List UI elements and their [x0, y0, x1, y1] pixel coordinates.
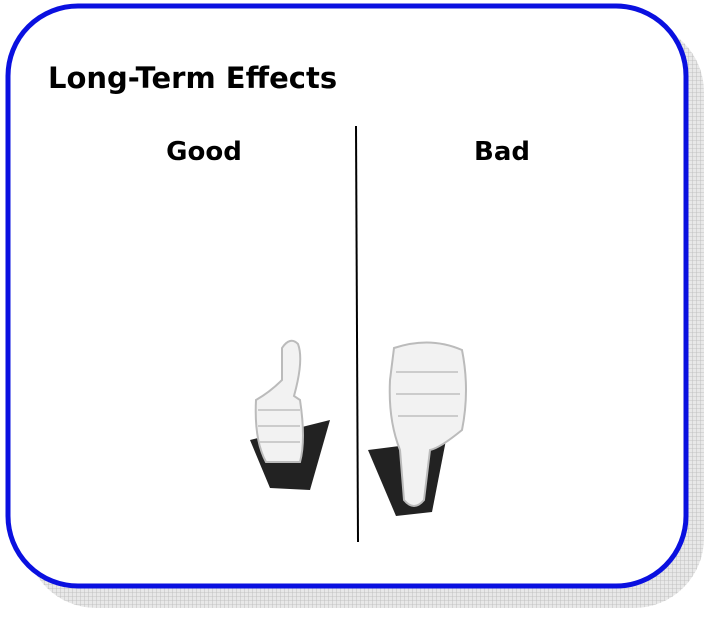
title: Long-Term Effects	[48, 61, 337, 95]
column-label: Bad	[474, 137, 530, 167]
column-label: Good	[166, 137, 242, 167]
slide: Long-Term Effects Good Bad	[0, 0, 708, 620]
